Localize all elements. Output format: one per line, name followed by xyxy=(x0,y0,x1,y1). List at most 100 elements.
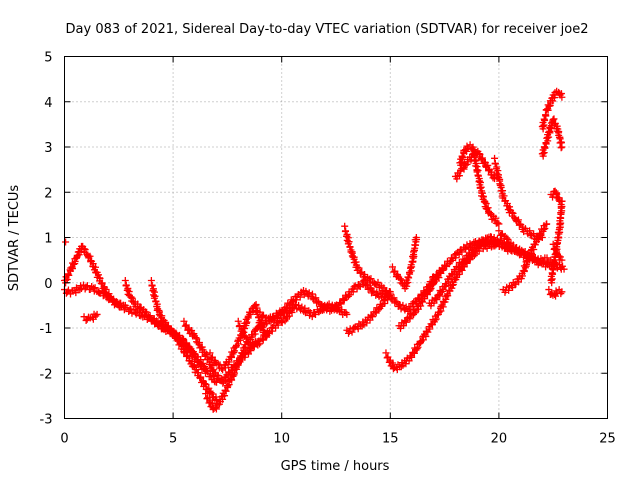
data-point xyxy=(553,190,561,198)
x-tick-label: 5 xyxy=(169,432,177,447)
data-point xyxy=(229,372,237,380)
x-tick-label: 10 xyxy=(273,432,290,447)
data-point xyxy=(497,231,505,239)
x-tick-label: 15 xyxy=(382,432,399,447)
data-point xyxy=(274,321,282,329)
data-point xyxy=(516,249,524,257)
data-point xyxy=(560,265,568,273)
data-point xyxy=(231,369,239,377)
data-point xyxy=(242,334,250,342)
data-point xyxy=(243,335,251,343)
data-point xyxy=(197,373,205,381)
data-point xyxy=(390,294,398,302)
y-tick-label: 0 xyxy=(44,277,52,292)
data-point xyxy=(233,365,241,373)
data-point xyxy=(433,296,441,304)
data-point xyxy=(522,261,530,269)
data-point xyxy=(405,274,413,282)
data-point xyxy=(115,299,123,307)
data-point xyxy=(555,129,563,137)
data-point xyxy=(412,234,420,241)
data-point xyxy=(65,271,73,279)
y-axis-label: SDTVAR / TECUs xyxy=(7,185,22,292)
data-point xyxy=(511,244,519,252)
data-point xyxy=(513,244,521,252)
data-point xyxy=(239,349,247,357)
data-point xyxy=(400,322,408,330)
data-point xyxy=(558,93,566,101)
data-point xyxy=(203,350,211,358)
data-point xyxy=(348,249,356,257)
data-point xyxy=(496,177,504,185)
x-tick-label: 0 xyxy=(60,432,68,447)
data-point xyxy=(514,216,522,224)
data-point xyxy=(86,252,94,260)
data-point xyxy=(152,297,160,305)
data-point xyxy=(545,286,553,294)
data-point xyxy=(476,150,484,158)
data-point xyxy=(432,315,440,323)
data-point xyxy=(234,360,242,368)
data-point xyxy=(146,312,154,320)
data-point xyxy=(371,280,379,288)
data-point xyxy=(427,284,435,292)
data-point xyxy=(414,343,422,351)
data-point xyxy=(336,298,344,306)
data-point xyxy=(202,367,210,375)
data-point xyxy=(134,300,142,308)
data-point xyxy=(346,243,354,251)
chart-title: Day 083 of 2021, Sidereal Day-to-day VTE… xyxy=(66,22,589,37)
data-point xyxy=(408,353,416,361)
data-point xyxy=(229,350,237,358)
data-point xyxy=(344,292,352,300)
data-point xyxy=(369,313,377,321)
y-tick-label: 2 xyxy=(44,186,52,201)
data-point xyxy=(367,275,375,283)
data-point xyxy=(384,292,392,300)
data-point xyxy=(71,257,79,265)
data-point xyxy=(190,349,198,357)
data-point xyxy=(315,308,323,316)
points-layer xyxy=(61,87,568,413)
ticks-layer xyxy=(64,56,608,419)
data-point xyxy=(86,286,94,294)
data-point xyxy=(192,353,200,361)
data-point xyxy=(122,281,130,289)
data-point xyxy=(225,381,233,389)
data-point xyxy=(491,159,499,167)
data-point xyxy=(555,194,563,202)
x-tick-label: 20 xyxy=(491,432,508,447)
data-point xyxy=(442,295,450,303)
data-point xyxy=(531,241,539,249)
data-point xyxy=(439,266,447,274)
data-point xyxy=(93,310,101,318)
data-point xyxy=(202,390,210,398)
data-point xyxy=(349,288,357,296)
data-point xyxy=(495,227,503,235)
data-point xyxy=(503,234,511,242)
data-point xyxy=(94,271,102,279)
data-point xyxy=(410,251,418,259)
data-point xyxy=(180,317,188,325)
data-point xyxy=(76,286,84,294)
data-point xyxy=(458,248,466,256)
data-point xyxy=(534,235,542,243)
data-point xyxy=(479,193,487,201)
data-point xyxy=(396,275,404,283)
data-point xyxy=(526,227,534,235)
data-point xyxy=(509,209,517,217)
x-axis-label: GPS time / hours xyxy=(281,459,390,474)
data-point xyxy=(483,234,491,242)
x-tick-labels: 0 5 10 15 20 25 xyxy=(60,432,615,447)
data-point xyxy=(305,289,313,297)
data-point xyxy=(495,220,503,228)
data-point xyxy=(123,304,131,312)
data-point xyxy=(388,263,396,271)
data-point xyxy=(155,308,163,316)
data-point xyxy=(421,295,429,303)
y-tick-label: -3 xyxy=(40,413,53,428)
y-tick-labels: -3 -2 -1 0 1 2 3 4 5 xyxy=(40,51,53,428)
data-point xyxy=(348,328,356,336)
data-point xyxy=(391,297,399,305)
data-point xyxy=(449,281,457,289)
